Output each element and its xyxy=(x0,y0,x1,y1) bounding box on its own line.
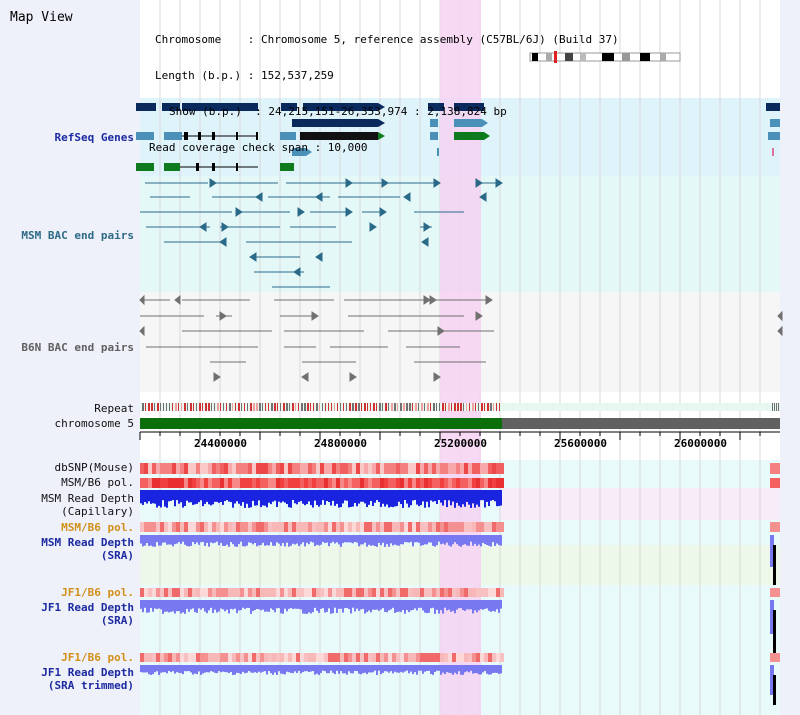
msm-pol-heat-2[interactable] xyxy=(140,522,780,532)
msm-pol-heat-1[interactable] xyxy=(140,478,780,488)
label-jf1-trim-2: (SRA trimmed) xyxy=(47,679,134,692)
axis-tick-label: 25200000 xyxy=(434,437,487,450)
right-margin xyxy=(780,0,800,715)
label-jf1-depth-2: (SRA) xyxy=(100,614,134,627)
label-jf1-depth-1: JF1 Read Depth xyxy=(41,601,134,614)
label-jf1-trim-1: JF1 Read Depth xyxy=(41,666,134,679)
msm-depth-sra[interactable] xyxy=(140,535,776,585)
chromosome-bar-uncovered[interactable] xyxy=(502,418,780,429)
msm-depth-capillary[interactable] xyxy=(140,490,502,508)
label-chromosome: chromosome 5 xyxy=(54,417,134,430)
axis-tick-label: 24400000 xyxy=(194,437,247,450)
length-line: Length (b.p.) : 152,537,259 xyxy=(155,69,334,82)
label-msm-depth-cap-1: MSM Read Depth xyxy=(41,492,134,505)
span-line: Read coverage check span : 10,000 xyxy=(149,141,368,154)
jf1-depth-trimmed[interactable] xyxy=(140,665,776,705)
label-refseq[interactable]: RefSeq Genes xyxy=(54,131,134,144)
page-title: Map View xyxy=(10,10,73,25)
axis-tick-label: 25600000 xyxy=(554,437,607,450)
label-msm-depth-sra-1: MSM Read Depth xyxy=(41,536,134,549)
jf1-pol-heat-1[interactable] xyxy=(140,588,780,597)
dbsnp-heat[interactable] xyxy=(140,463,780,474)
chromosome-bar-covered[interactable] xyxy=(140,418,502,429)
label-msm-pol-1: MSM/B6 pol. xyxy=(61,476,134,489)
msm-bac-pairs[interactable] xyxy=(140,178,503,288)
chromosome-line: Chromosome : Chromosome 5, reference ass… xyxy=(155,33,619,46)
label-jf1-pol-2: JF1/B6 pol. xyxy=(61,651,134,664)
chromosome-ideogram[interactable] xyxy=(529,51,681,63)
label-msm-bac[interactable]: MSM BAC end pairs xyxy=(21,229,134,242)
label-b6n-bac[interactable]: B6N BAC end pairs xyxy=(21,341,134,354)
label-sidebar xyxy=(0,0,140,715)
b6n-bac-pairs[interactable] xyxy=(139,294,783,382)
label-dbsnp: dbSNP(Mouse) xyxy=(54,461,134,474)
axis-tick-label: 26000000 xyxy=(674,437,727,450)
refseq-genes[interactable] xyxy=(136,103,780,171)
repeat-track[interactable] xyxy=(140,403,780,411)
label-msm-depth-sra-2: (SRA) xyxy=(100,549,134,562)
jf1-pol-heat-2[interactable] xyxy=(140,653,780,662)
label-msm-pol-2: MSM/B6 pol. xyxy=(61,521,134,534)
axis-ticks xyxy=(139,432,761,440)
label-jf1-pol-1: JF1/B6 pol. xyxy=(61,586,134,599)
show-line: Show (b.p.) : 24,215,151-26,353,974 : 2,… xyxy=(169,105,507,118)
jf1-depth-sra[interactable] xyxy=(140,600,776,656)
label-msm-depth-cap-2: (Capillary) xyxy=(61,505,134,518)
label-repeat: Repeat xyxy=(94,402,134,415)
axis-tick-label: 24800000 xyxy=(314,437,367,450)
region-info: Chromosome : Chromosome 5, reference ass… xyxy=(145,10,619,166)
